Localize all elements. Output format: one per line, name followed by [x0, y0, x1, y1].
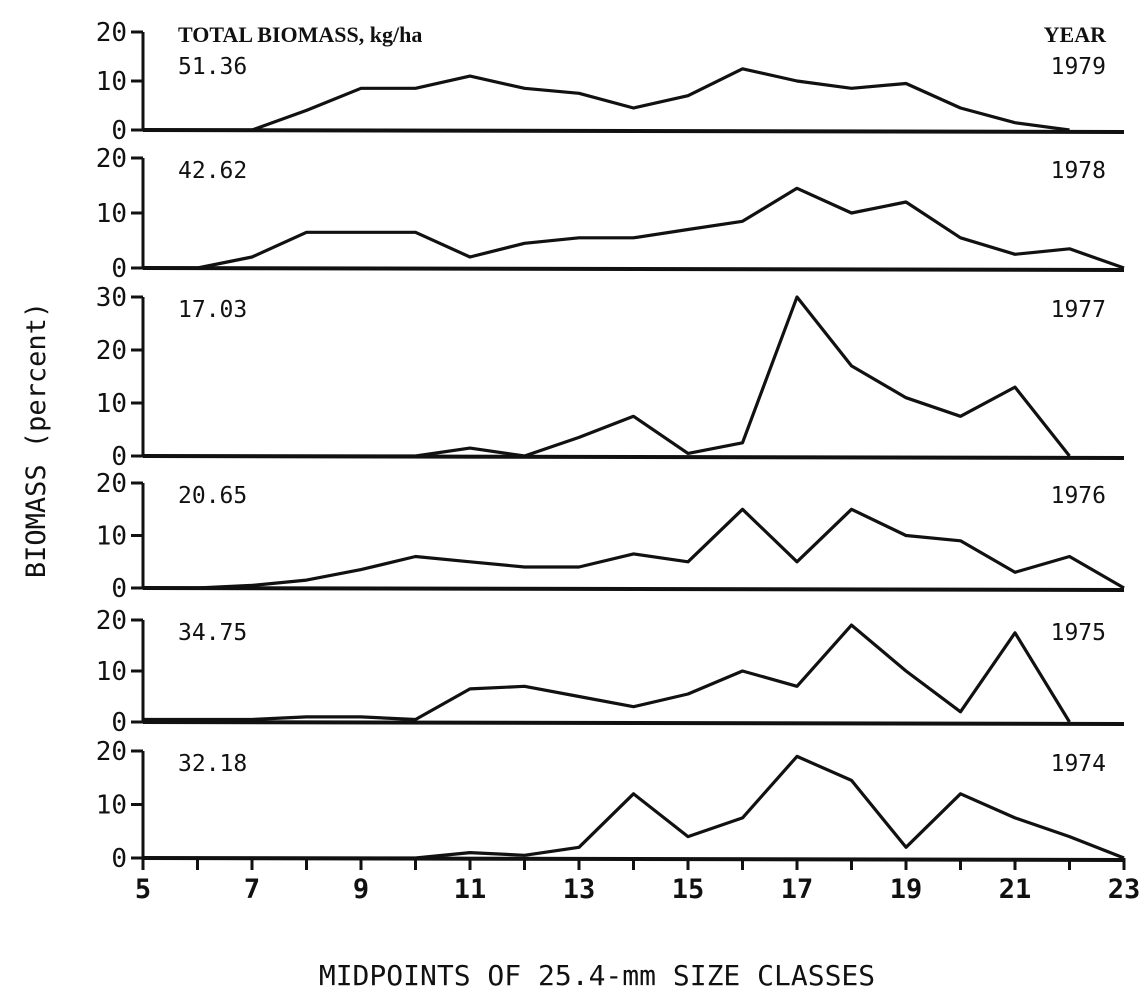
y-tick-label: 0: [111, 574, 127, 604]
series-line-1976: [143, 507, 1125, 590]
x-axis-label: MIDPOINTS OF 25.4-mm SIZE CLASSES: [319, 959, 875, 992]
x-tick-label: 21: [999, 874, 1032, 905]
y-tick-label: 0: [111, 708, 127, 738]
y-tick-label: 10: [96, 657, 127, 687]
x-tick-label: 7: [244, 874, 260, 905]
x-tick-label: 19: [890, 874, 923, 905]
x-baseline: [142, 266, 1125, 272]
y-tick-label: 20: [96, 144, 127, 174]
y-tick-label: 20: [96, 18, 127, 48]
y-tick-label: 0: [111, 442, 127, 472]
y-tick-label: 20: [96, 469, 127, 499]
year-label: 1974: [1051, 751, 1106, 777]
y-tick-label: 10: [96, 791, 127, 821]
y-tick-label: 20: [96, 737, 127, 767]
header-year: YEAR: [1044, 22, 1107, 47]
total-biomass-value: 17.03: [178, 297, 247, 323]
x-baseline: [142, 720, 1125, 726]
x-tick-label: 15: [672, 874, 705, 905]
x-tick-label: 23: [1108, 874, 1141, 905]
year-label: 1978: [1051, 158, 1106, 184]
panel-1977: 0 10 20 30 17.03 1977: [96, 283, 1125, 472]
x-tick-label: 5: [135, 874, 151, 905]
year-label: 1977: [1051, 297, 1106, 323]
header-total-biomass: TOTAL BIOMASS, kg/ha: [178, 22, 422, 47]
year-label: 1975: [1051, 620, 1106, 646]
y-tick-label: 0: [111, 254, 127, 284]
total-biomass-value: 34.75: [178, 620, 247, 646]
total-biomass-value: 51.36: [178, 54, 247, 80]
panel-1974: 0 10 20 32.18 1974 5 7 9 11 13 15 17 19 21 23: [96, 737, 1141, 905]
series-line-1974: [143, 754, 1125, 860]
y-tick-label: 10: [96, 199, 127, 229]
x-tick-label: 11: [454, 874, 487, 905]
y-tick-label: 10: [96, 389, 127, 419]
panel-1978: 0 10 20 42.62 1978: [96, 144, 1125, 284]
year-label: 1979: [1051, 54, 1106, 80]
y-tick-label: 30: [96, 283, 127, 313]
y-axis-label: BIOMASS (percent): [21, 302, 52, 578]
panel-1975: 0 10 20 34.75 1975: [96, 606, 1125, 738]
x-tick-label: 13: [563, 874, 596, 905]
series-line-1978: [143, 186, 1125, 270]
y-tick-label: 0: [111, 116, 127, 146]
total-biomass-value: 20.65: [178, 483, 247, 509]
panel-1976: 0 10 20 20.65 1976: [96, 469, 1125, 604]
year-label: 1976: [1051, 483, 1106, 509]
series-line-1977: [143, 295, 1071, 458]
x-tick-label: 17: [781, 874, 814, 905]
x-baseline: [142, 128, 1125, 134]
y-tick-label: 20: [96, 606, 127, 636]
x-tick-label: 9: [353, 874, 369, 905]
x-baseline: [142, 586, 1125, 592]
panel-1979: 0 10 20 51.36 1979: [96, 18, 1125, 146]
series-line-1975: [143, 623, 1071, 723]
y-tick-label: 10: [96, 522, 127, 552]
total-biomass-value: 32.18: [178, 751, 247, 777]
series-line-1979: [143, 67, 1070, 132]
y-tick-label: 0: [111, 844, 127, 874]
y-tick-label: 20: [96, 336, 127, 366]
y-tick-label: 10: [96, 67, 127, 97]
total-biomass-value: 42.62: [178, 158, 247, 184]
